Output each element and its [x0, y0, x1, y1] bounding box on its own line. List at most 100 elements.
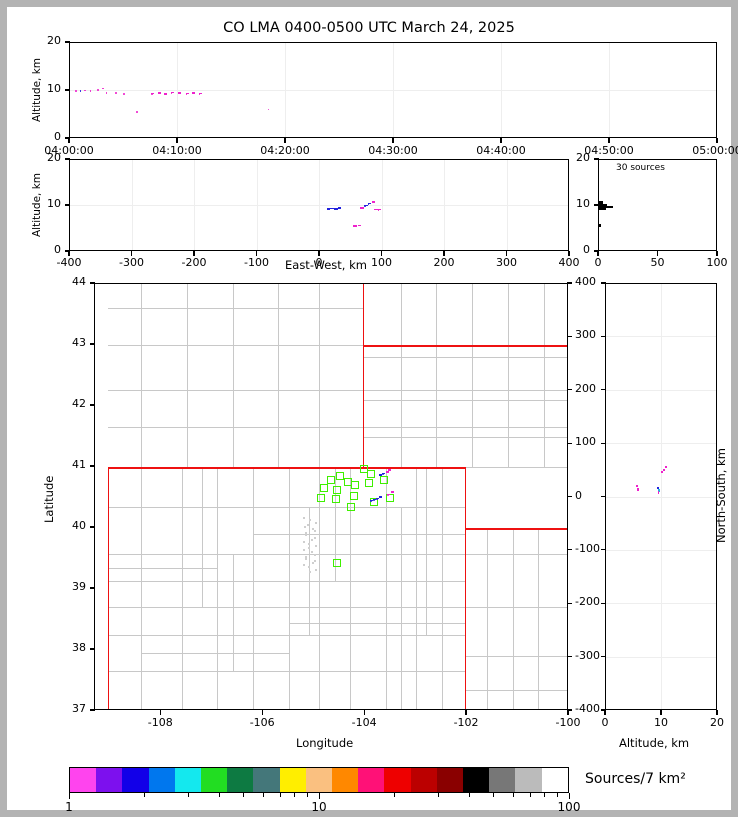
county-border [512, 528, 514, 709]
colorbar-segment [96, 768, 123, 792]
north-south-xlabel: Altitude, km [619, 736, 690, 750]
lma-source-streak [326, 208, 330, 210]
lma-source-streak [657, 491, 660, 494]
x-tick-label: 100 [371, 256, 392, 269]
lma-source-point [89, 90, 92, 93]
colorbar-segment [227, 768, 254, 792]
y-tick [90, 282, 95, 284]
lma-source-streak [330, 207, 334, 210]
lma-station-marker[interactable] [367, 470, 376, 479]
lma-station-marker[interactable] [346, 503, 355, 512]
y-tick-label: 40 [72, 519, 86, 533]
lma-source-streak [198, 92, 202, 95]
terrain-detail [303, 564, 306, 567]
county-border [507, 284, 509, 467]
lma-source-streak [657, 486, 659, 490]
x-tick [465, 710, 467, 715]
county-border [400, 284, 402, 467]
lma-station-marker[interactable] [380, 476, 389, 485]
altitude-histogram-panel[interactable] [598, 159, 717, 251]
y-tick [65, 89, 70, 91]
colorbar-minor-tick [187, 793, 189, 797]
x-tick [656, 251, 659, 256]
histogram-bar [599, 201, 603, 204]
county-border [107, 567, 218, 569]
county-border [319, 467, 321, 709]
lma-station-marker[interactable] [360, 465, 369, 474]
colorbar-segment [436, 768, 464, 792]
y-tick [594, 250, 599, 252]
y-tick-label: 20 [47, 151, 61, 165]
gridline [256, 160, 258, 250]
lma-station-marker[interactable] [327, 476, 336, 485]
gridline [609, 43, 610, 137]
gridline [381, 160, 383, 250]
terrain-detail [307, 566, 310, 569]
x-tick-label: 04:30:00 [368, 144, 418, 157]
terrain-detail [312, 528, 315, 530]
colorbar-minor-tick [437, 793, 439, 797]
lma-station-marker[interactable] [385, 493, 394, 502]
lma-station-marker[interactable] [332, 486, 341, 495]
x-tick [284, 138, 286, 143]
lma-station-marker[interactable] [332, 559, 341, 568]
lma-source-streak [151, 92, 155, 95]
y-tick-label: 200 [575, 381, 596, 395]
lma-source-streak [334, 208, 338, 210]
x-tick-label: 400 [558, 256, 580, 269]
county-border [441, 467, 443, 709]
x-tick [500, 138, 502, 143]
colorbar-tick-label: 100 [557, 800, 581, 814]
y-tick [601, 602, 606, 604]
lma-source-streak [374, 208, 378, 210]
y-tick-label: 300 [575, 328, 596, 342]
map-panel[interactable] [94, 283, 568, 710]
colorbar-minor-tick [544, 793, 546, 797]
y-tick [90, 648, 95, 650]
colorbar[interactable] [69, 767, 569, 793]
y-tick [594, 158, 599, 160]
lma-station-marker[interactable] [335, 471, 344, 480]
colorbar-minor-tick [557, 793, 559, 797]
y-tick-label: 10 [576, 197, 590, 211]
county-border [464, 689, 567, 691]
y-tick [90, 465, 95, 467]
lma-source-streak [170, 91, 174, 94]
colorbar-segment [122, 768, 149, 792]
lma-source-point [135, 111, 138, 113]
county-border [107, 389, 567, 391]
x-tick-label: -300 [119, 256, 144, 269]
lma-source-point [267, 108, 270, 111]
county-border [253, 534, 465, 536]
lma-station-marker[interactable] [349, 492, 358, 501]
county-border [426, 467, 428, 635]
terrain-detail [314, 536, 317, 539]
lma-station-marker[interactable] [350, 481, 359, 490]
terrain-detail [305, 555, 308, 558]
y-tick-label: 0 [583, 243, 590, 257]
state-border [107, 467, 110, 709]
county-border [385, 467, 387, 709]
x-tick-label: -100 [244, 256, 269, 269]
lma-station-marker[interactable] [331, 494, 340, 503]
county-border [278, 284, 280, 467]
x-tick [567, 710, 569, 715]
y-tick [90, 404, 95, 406]
county-border [362, 436, 567, 438]
colorbar-segment [463, 768, 490, 792]
lma-source-point [79, 90, 82, 92]
lma-source-streak [382, 473, 386, 475]
y-tick-label: 10 [47, 82, 61, 96]
lma-source-point [123, 93, 125, 96]
x-tick-label: 04:20:00 [260, 144, 310, 157]
y-tick [65, 137, 70, 139]
x-tick-label: 200 [433, 256, 455, 269]
state-border [107, 467, 465, 469]
y-tick [567, 335, 572, 337]
histogram-bar [599, 224, 602, 227]
lma-station-marker[interactable] [320, 483, 329, 492]
county-border [107, 581, 465, 583]
lma-station-marker[interactable] [365, 478, 374, 487]
lma-station-marker[interactable] [317, 493, 326, 502]
y-tick [90, 526, 95, 528]
